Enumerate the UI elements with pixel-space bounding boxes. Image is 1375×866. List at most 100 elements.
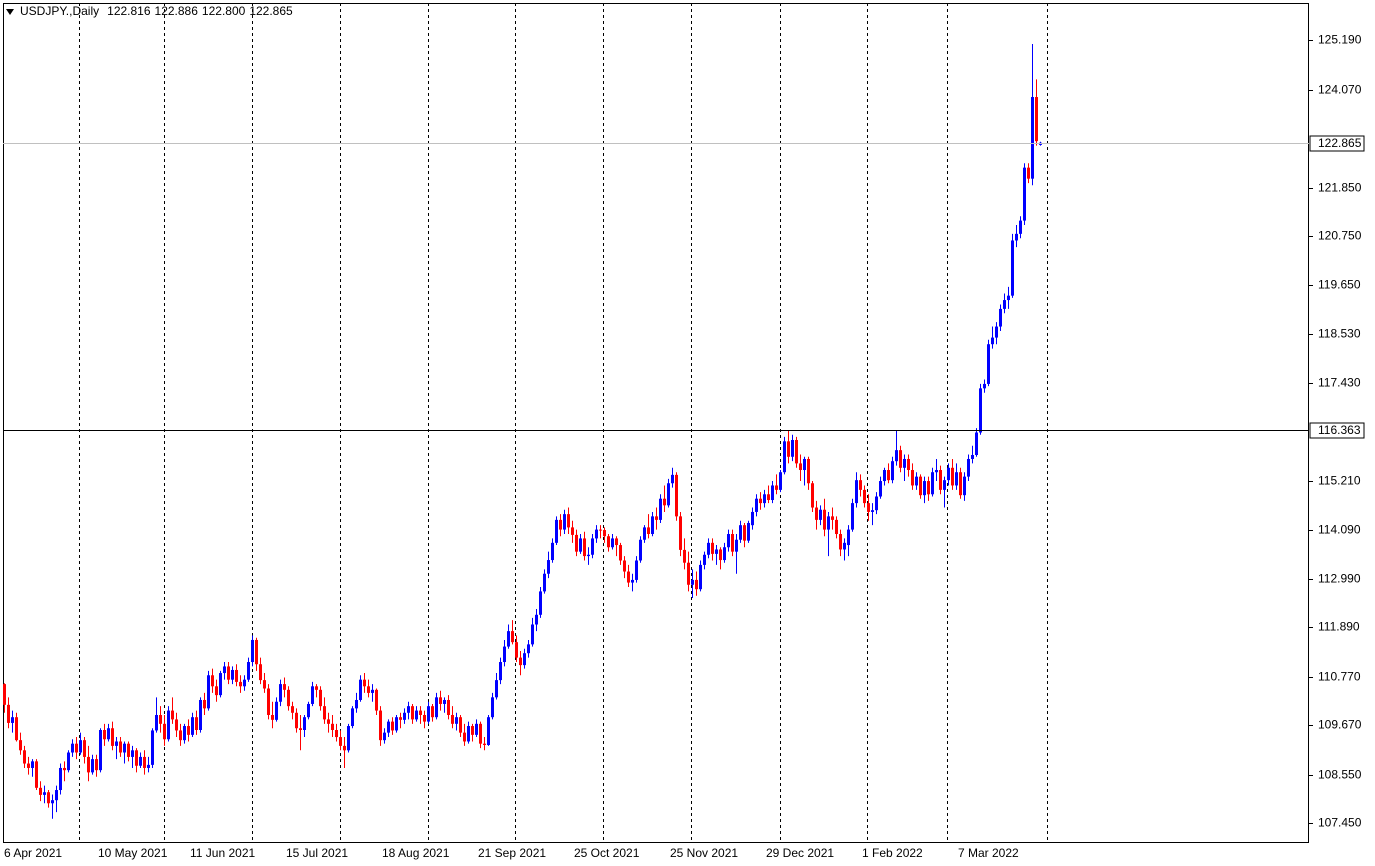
candle-body	[267, 688, 270, 715]
candle-body	[83, 740, 86, 757]
candle-body	[39, 787, 42, 795]
candle-body	[299, 728, 302, 730]
candle-body	[679, 516, 682, 550]
candle-body	[175, 719, 178, 731]
candle-body	[355, 699, 358, 709]
candle-body	[219, 673, 222, 696]
candle-body	[483, 743, 486, 746]
x-tick-label: 15 Jul 2021	[286, 846, 348, 860]
candle-body	[131, 750, 134, 757]
candle-body	[215, 686, 218, 696]
candle-body	[723, 547, 726, 561]
candle-body	[7, 704, 10, 723]
candle-body	[287, 689, 290, 707]
candle-body	[663, 498, 666, 506]
y-tick-label: 108.550	[1318, 768, 1362, 782]
candle-body	[203, 699, 206, 709]
candle-body	[447, 699, 450, 715]
candle-body	[891, 461, 894, 481]
candle-body	[731, 534, 734, 552]
candle-body	[295, 712, 298, 729]
candle-body	[499, 662, 502, 681]
candle-body	[523, 653, 526, 666]
y-tick-label: 121.850	[1318, 181, 1362, 195]
candle-body	[151, 730, 154, 765]
candle-body	[827, 516, 830, 530]
candle-body	[311, 686, 314, 704]
candle-body	[227, 666, 230, 680]
candle-body	[435, 697, 438, 718]
candle-body	[147, 764, 150, 768]
candle-body	[1035, 97, 1038, 142]
candle-body	[955, 472, 958, 486]
candle-body	[379, 710, 382, 741]
candle-body	[467, 726, 470, 742]
ohlc-label: 122.816	[107, 4, 151, 18]
candle-body	[443, 699, 446, 704]
candle-body	[831, 516, 834, 520]
candle-body	[719, 549, 722, 561]
candle-body	[1019, 220, 1022, 234]
candle-body	[1031, 97, 1034, 179]
candle-body	[691, 579, 694, 585]
candle-body	[143, 756, 146, 768]
candle-body	[571, 527, 574, 535]
candle-body	[419, 710, 422, 715]
candle-body	[495, 680, 498, 698]
candle-body	[79, 740, 82, 753]
candle-body	[799, 463, 802, 471]
x-tick-label: 25 Nov 2021	[670, 846, 738, 860]
ohlc-label: 122.800	[202, 4, 246, 18]
x-tick-label: 6 Apr 2021	[4, 846, 62, 860]
candle-body	[807, 458, 810, 484]
candle-body	[751, 511, 754, 526]
candle-body	[191, 717, 194, 735]
x-tick-label: 25 Oct 2021	[574, 846, 640, 860]
candle-body	[167, 710, 170, 740]
candle-body	[471, 726, 474, 735]
candle-body	[511, 631, 514, 643]
candle-body	[651, 516, 654, 535]
candle-body	[187, 726, 190, 735]
candle-body	[811, 483, 814, 508]
candle-body	[95, 759, 98, 771]
candle-body	[607, 536, 610, 548]
x-tick-label: 21 Sep 2021	[478, 846, 546, 860]
candle-body	[87, 756, 90, 773]
candle-body	[795, 439, 798, 464]
candle-body	[579, 538, 582, 552]
candle-body	[863, 489, 866, 504]
menu-arrow[interactable]	[6, 9, 14, 15]
candle-body	[975, 432, 978, 456]
candle-body	[759, 498, 762, 504]
candle-body	[451, 714, 454, 724]
x-tick-label: 1 Feb 2022	[862, 846, 923, 860]
candle-body	[547, 560, 550, 574]
candle-body	[371, 689, 374, 693]
y-tick-label: 111.890	[1318, 620, 1360, 634]
candle-body	[427, 706, 430, 722]
candle-body	[987, 344, 990, 384]
candle-body	[903, 458, 906, 468]
candle-body	[115, 741, 118, 746]
candle-body	[531, 624, 534, 645]
candle-body	[1027, 167, 1030, 179]
candle-body	[783, 441, 786, 473]
candle-body	[47, 792, 50, 804]
candle-body	[43, 792, 46, 795]
candle-body	[315, 686, 318, 690]
y-tick-label: 112.990	[1318, 572, 1361, 586]
candle-body	[979, 388, 982, 433]
candle-body	[255, 639, 258, 665]
candle-body	[599, 529, 602, 531]
candle-body	[199, 699, 202, 730]
candle-body	[775, 485, 778, 490]
candle-body	[223, 666, 226, 674]
candle-body	[631, 579, 634, 583]
candle-body	[715, 549, 718, 554]
candle-body	[659, 498, 662, 520]
candle-body	[195, 717, 198, 730]
candle-body	[627, 571, 630, 583]
y-tick-label: 125.190	[1318, 33, 1362, 47]
